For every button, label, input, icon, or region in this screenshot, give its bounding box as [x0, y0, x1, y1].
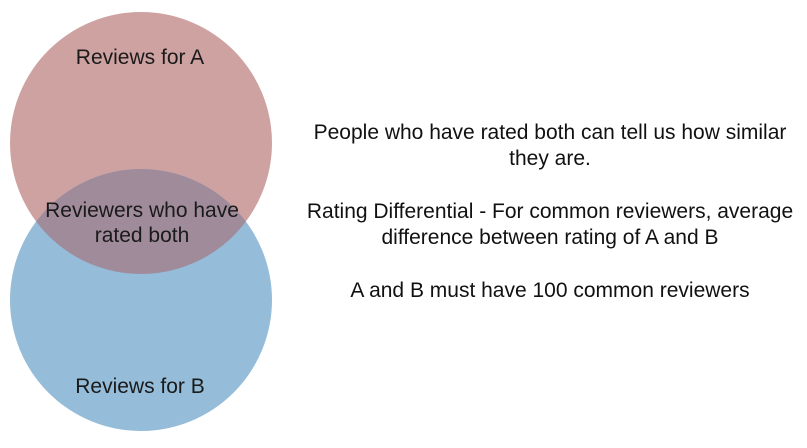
note-min-common-reviewers: A and B must have 100 common reviewers: [350, 279, 750, 302]
set-b-label: Reviews for B: [75, 375, 205, 398]
explanation-text: People who have rated both can tell us h…: [300, 120, 800, 331]
venn-diagram: Reviews for A Reviewers who have rated b…: [0, 0, 290, 443]
note-similarity: People who have rated both can tell us h…: [313, 121, 787, 170]
intersection-region: [10, 169, 272, 274]
note-rating-differential: Rating Differential - For common reviewe…: [306, 200, 794, 249]
set-a-label: Reviews for A: [75, 46, 205, 69]
intersection-label: Reviewers who have rated both: [45, 199, 239, 247]
venn-shapes: [10, 12, 272, 431]
